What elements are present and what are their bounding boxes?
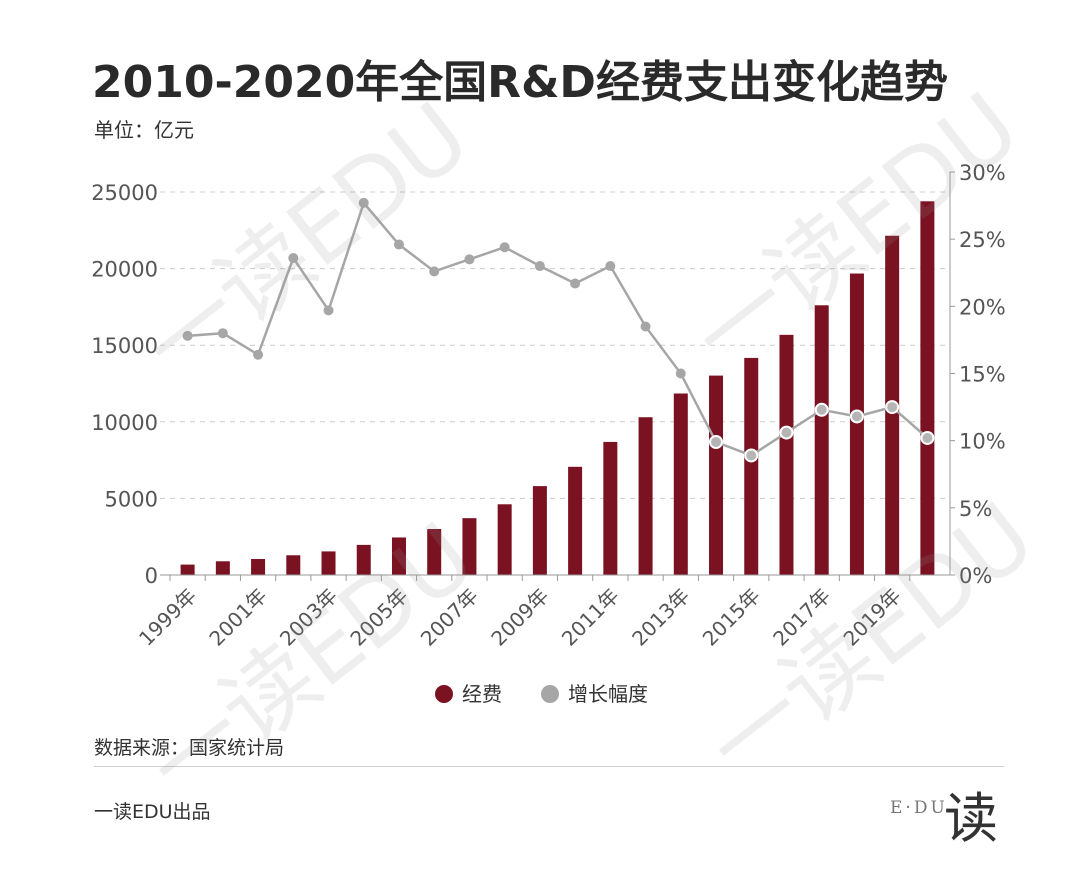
bar bbox=[321, 551, 336, 575]
growth-point bbox=[499, 242, 510, 253]
y-right-tick-label: 5% bbox=[959, 497, 992, 521]
grid-lines bbox=[160, 191, 945, 499]
y-right-tick-label: 30% bbox=[959, 161, 1006, 185]
bar bbox=[568, 466, 583, 575]
growth-point bbox=[640, 321, 651, 332]
growth-point bbox=[814, 402, 829, 417]
logo-character: 读 bbox=[944, 787, 998, 850]
y-right-tick-label: 10% bbox=[959, 430, 1006, 454]
bar bbox=[814, 305, 829, 575]
x-tick-label: 2017年 bbox=[768, 584, 835, 651]
y-left-tick-label: 20000 bbox=[91, 258, 158, 282]
growth-point bbox=[709, 435, 724, 450]
bar bbox=[497, 504, 512, 575]
y-right-tick-label: 20% bbox=[959, 295, 1006, 319]
legend-marker bbox=[541, 685, 559, 703]
bar bbox=[391, 537, 406, 575]
growth-point bbox=[429, 266, 440, 277]
bar bbox=[709, 375, 724, 575]
bar bbox=[251, 559, 266, 575]
y-left-tick-label: 10000 bbox=[91, 411, 158, 435]
producer-credit: 一读EDU出品 bbox=[94, 801, 211, 823]
bar bbox=[779, 334, 794, 575]
legend-marker bbox=[435, 685, 453, 703]
bar bbox=[180, 564, 195, 575]
bar bbox=[286, 555, 301, 575]
growth-line bbox=[187, 200, 929, 457]
y-left-tick-label: 0 bbox=[145, 564, 158, 588]
x-tick-label: 2019年 bbox=[839, 584, 906, 651]
growth-point bbox=[885, 400, 900, 415]
x-tick-label: 2007年 bbox=[416, 584, 483, 651]
bar bbox=[603, 441, 618, 575]
bar bbox=[427, 528, 442, 575]
legend: 经费 增长幅度 bbox=[435, 682, 648, 706]
bar bbox=[638, 417, 653, 575]
growth-point bbox=[253, 349, 264, 360]
growth-point bbox=[393, 239, 404, 250]
growth-point bbox=[323, 305, 334, 316]
growth-point bbox=[675, 368, 686, 379]
chart-title: 2010-2020年全国R&D经费支出变化趋势 bbox=[92, 57, 948, 108]
bar bbox=[532, 486, 547, 575]
x-tick-label: 2005年 bbox=[345, 584, 412, 651]
y-left-tick-label: 25000 bbox=[91, 181, 158, 205]
bar bbox=[744, 357, 759, 575]
x-tick-label: 2011年 bbox=[557, 584, 624, 651]
y-left-tick-label: 15000 bbox=[91, 334, 158, 358]
y-right-tick-label: 25% bbox=[959, 228, 1006, 252]
footer-divider bbox=[94, 766, 1004, 767]
bar-series bbox=[180, 201, 935, 576]
growth-point bbox=[570, 278, 581, 289]
unit-label: 单位：亿元 bbox=[94, 118, 194, 142]
x-tick-label: 2009年 bbox=[486, 584, 553, 651]
legend-label: 增长幅度 bbox=[568, 682, 648, 706]
axes: 0 5000 10000 15000 20000 25000 0% 5% 10% 15% 20% 25… bbox=[91, 161, 1006, 651]
logo-text: E·DU bbox=[890, 798, 948, 818]
growth-point bbox=[744, 448, 759, 463]
y-right-tick-label: 15% bbox=[959, 363, 1006, 387]
growth-point bbox=[920, 430, 935, 445]
x-tick-label: 1999年 bbox=[134, 584, 201, 651]
growth-point bbox=[779, 425, 794, 440]
bar bbox=[849, 273, 864, 575]
x-tick-label: 2003年 bbox=[275, 584, 342, 651]
data-source: 数据来源：国家统计局 bbox=[94, 737, 285, 759]
x-tick-label: 2013年 bbox=[627, 584, 694, 651]
bar bbox=[356, 544, 371, 575]
x-tick-label: 2001年 bbox=[204, 584, 271, 651]
growth-point bbox=[849, 409, 864, 424]
legend-label: 经费 bbox=[462, 682, 502, 706]
growth-point bbox=[288, 252, 299, 263]
bar bbox=[462, 518, 477, 575]
growth-point bbox=[605, 261, 616, 272]
bar bbox=[920, 201, 935, 575]
bar bbox=[215, 561, 230, 575]
growth-point bbox=[464, 254, 475, 265]
x-tick-label: 2015年 bbox=[698, 584, 765, 651]
y-right-tick-label: 0% bbox=[959, 564, 992, 588]
line-series bbox=[182, 197, 935, 463]
growth-point bbox=[217, 328, 228, 339]
bar bbox=[673, 393, 688, 575]
growth-point bbox=[182, 330, 193, 341]
y-left-tick-label: 5000 bbox=[105, 487, 158, 511]
growth-point bbox=[534, 261, 545, 272]
brand-logo: E·DU 读 bbox=[890, 782, 1010, 850]
growth-point bbox=[358, 197, 369, 208]
